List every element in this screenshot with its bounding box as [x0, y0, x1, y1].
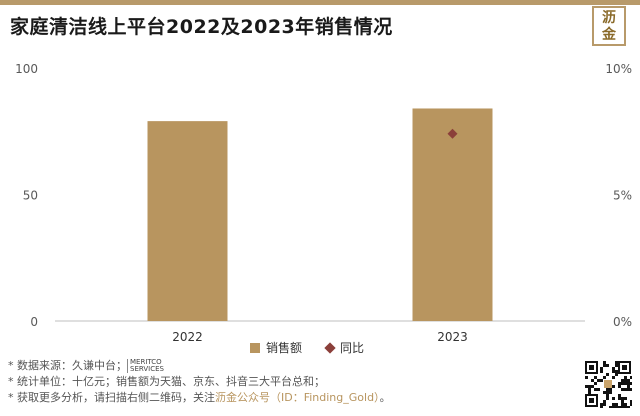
note-contact-prefix: * 获取更多分析，请扫描右侧二维码，关注 [8, 391, 215, 404]
qr-code-icon [584, 360, 632, 408]
bar-sales-2023 [412, 108, 493, 321]
y-right-tick-label: 5% [613, 189, 632, 203]
x-tick-label: 2023 [437, 330, 468, 344]
x-tick-label: 2022 [172, 330, 203, 344]
legend-label-yoy: 同比 [340, 341, 365, 355]
legend-bar-swatch [250, 342, 260, 353]
meritco-logo: MERITCO SERVICES [127, 359, 164, 373]
legend-item-sales: 销售额 [250, 339, 302, 356]
y-left-tick-label: 100 [15, 62, 38, 76]
legend-label-sales: 销售额 [266, 341, 303, 355]
note-contact: * 获取更多分析，请扫描右侧二维码，关注沥金公众号（ID：Finding_Gol… [8, 390, 391, 406]
note-source: * 数据来源：久谦中台； MERITCO SERVICES [8, 358, 391, 374]
legend-item-yoy: 同比 [324, 339, 365, 356]
brand-logo: 沥金 [592, 6, 626, 46]
legend-diamond-swatch [324, 341, 336, 354]
note-contact-suffix: 。 [379, 391, 391, 404]
point-yoy-2023 [447, 128, 458, 139]
note-source-text: * 数据来源：久谦中台； [8, 359, 127, 372]
y-right-tick-label: 10% [605, 62, 632, 76]
note-unit: * 统计单位：十亿元；销售额为天猫、京东、抖音三大平台总和； [8, 375, 325, 388]
bar-sales-2022 [147, 121, 228, 321]
note-contact-highlight: 沥金公众号（ID：Finding_Gold） [215, 391, 380, 404]
chart-title: 家庭清洁线上平台2022及2023年销售情况 [10, 16, 393, 38]
legend: 销售额 同比 [250, 339, 364, 356]
y-right-tick-label: 0% [613, 315, 632, 329]
top-accent-bar [0, 0, 640, 5]
footnotes: * 数据来源：久谦中台； MERITCO SERVICES * 统计单位：十亿元；销… [8, 358, 391, 406]
y-left-tick-label: 50 [23, 189, 38, 203]
y-left-tick-label: 0 [30, 315, 38, 329]
